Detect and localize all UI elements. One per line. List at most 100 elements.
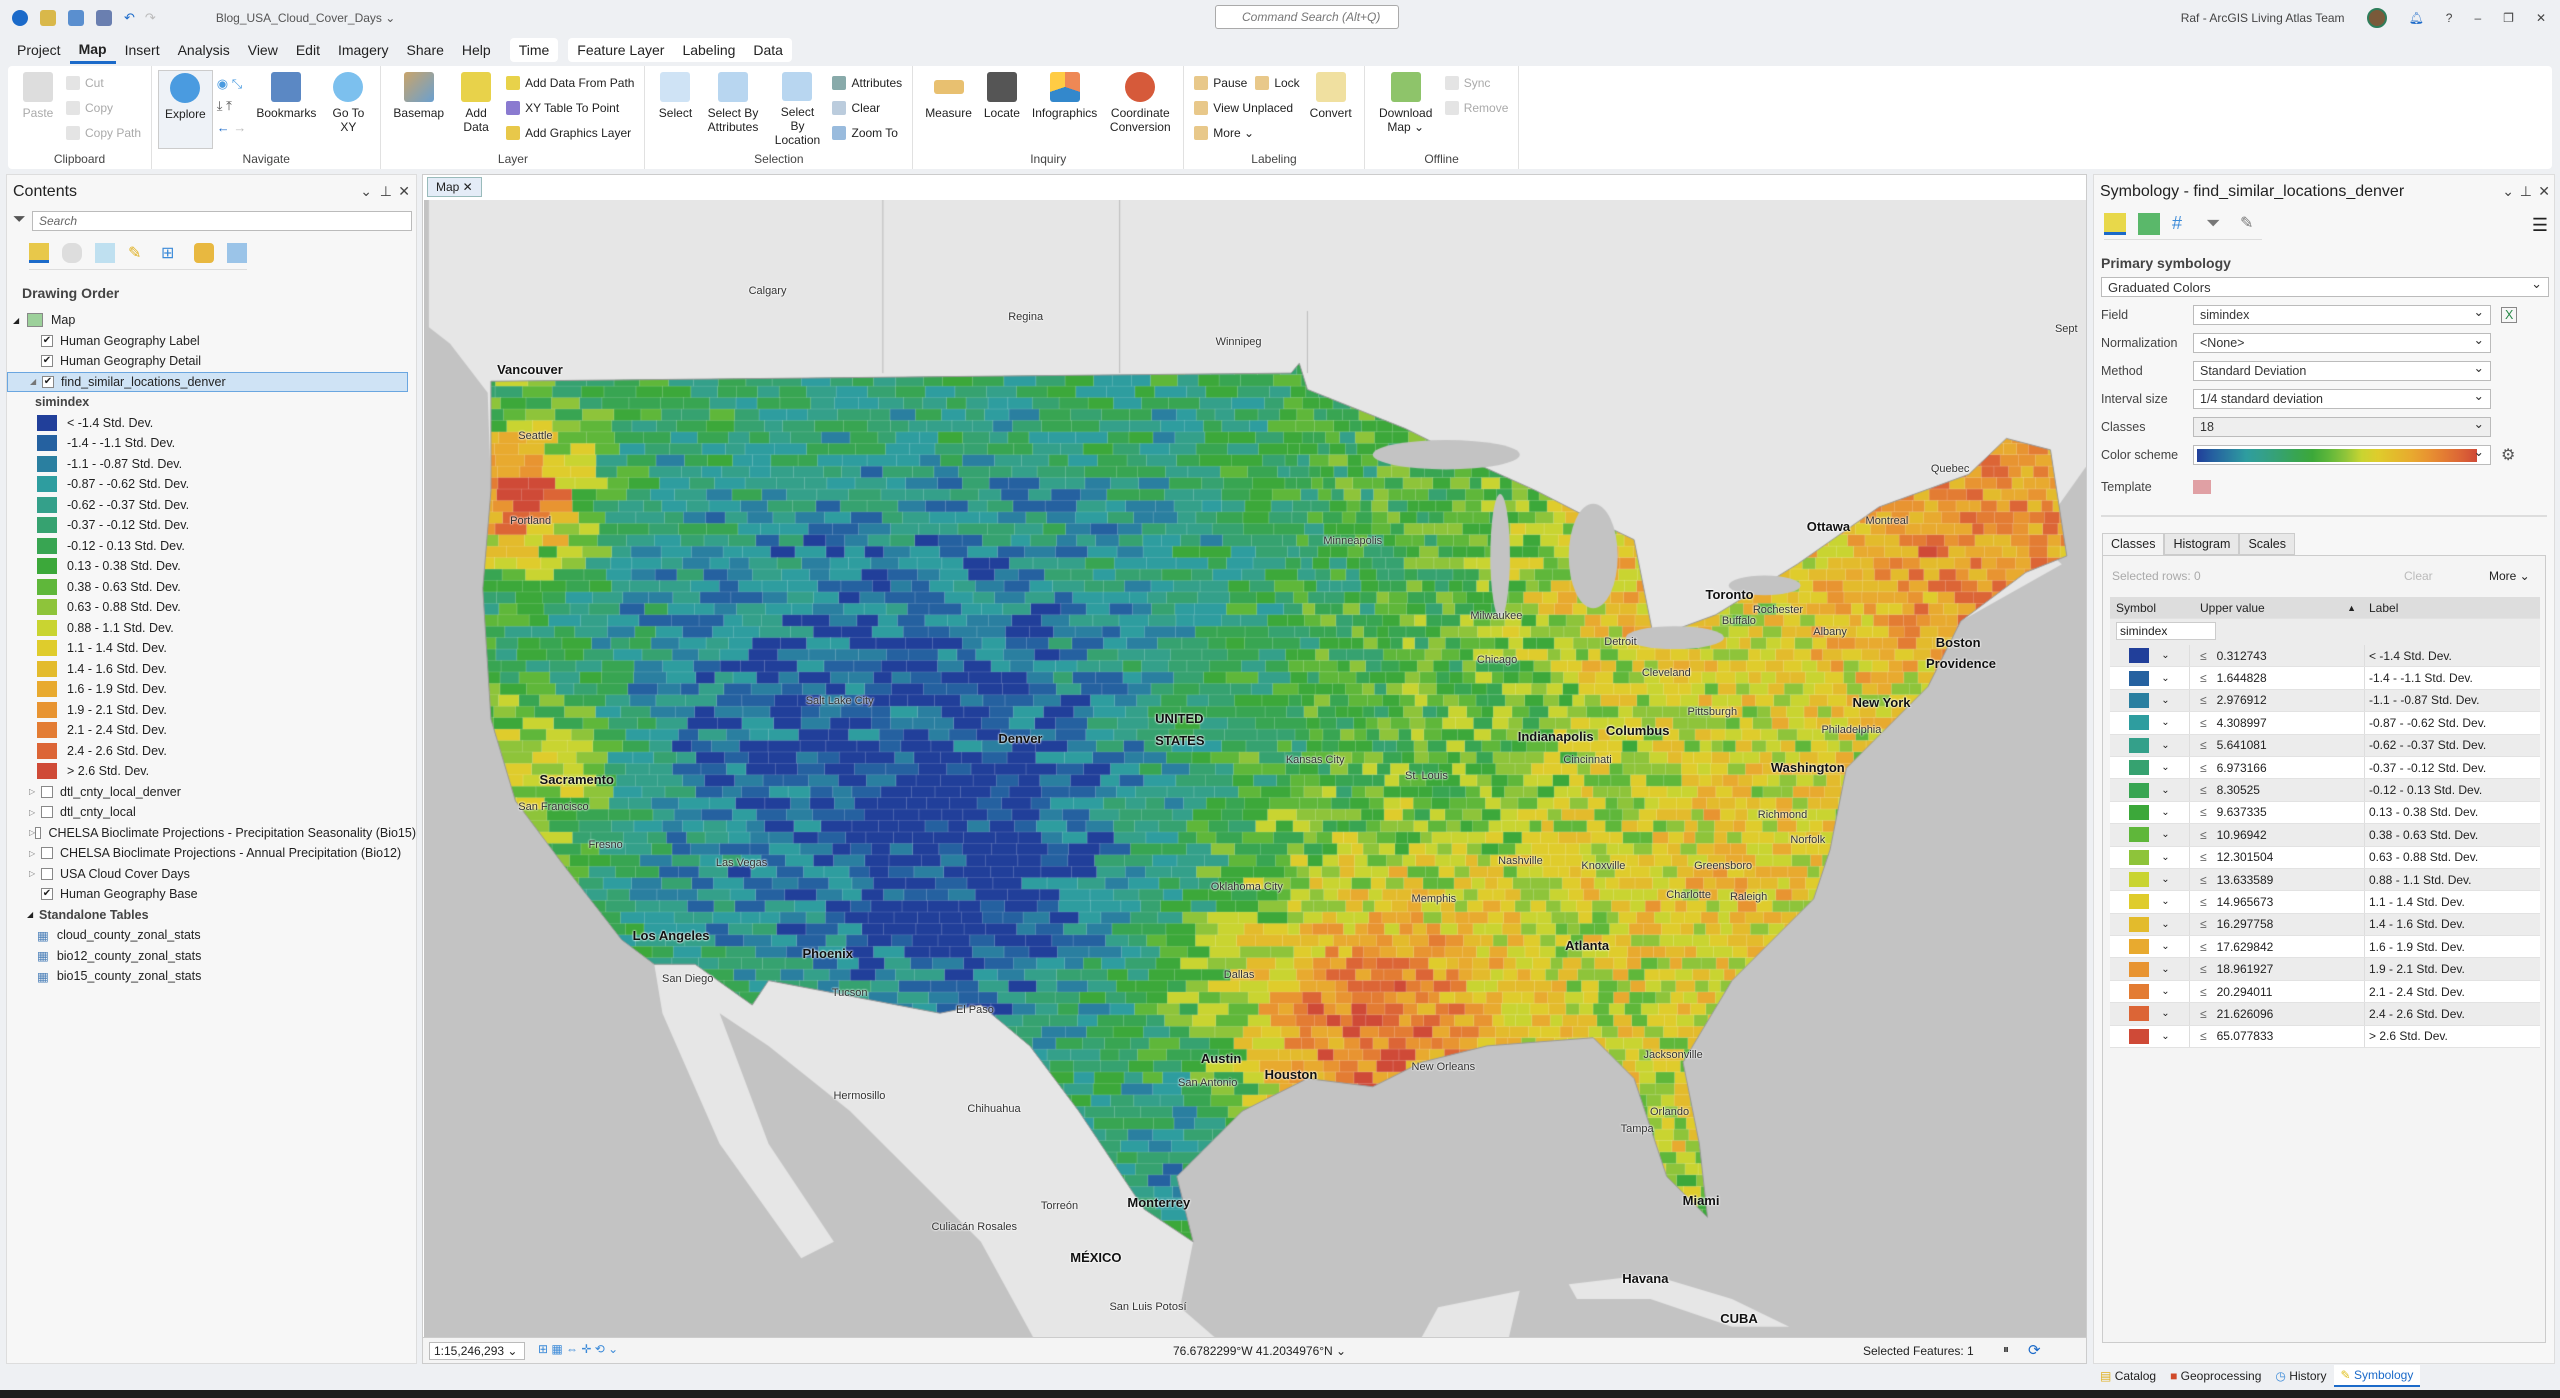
layer-item[interactable]: ✔ Human Geography Base — [7, 884, 416, 905]
project-name[interactable]: Blog_USA_Cloud_Cover_Days ⌄ — [215, 11, 396, 25]
map-view-tab[interactable]: Map ✕ — [427, 177, 482, 197]
table-row[interactable]: ⌄ ≤2.976912 -1.1 - -0.87 Std. Dev. — [2110, 689, 2540, 713]
selected-features-count[interactable]: Selected Features: 1 — [1863, 1344, 1974, 1358]
layer-item[interactable]: ◢ ✔ find_similar_locations_denver — [7, 371, 408, 392]
visibility-checkbox[interactable]: ✔ — [41, 355, 53, 368]
field-dropdown[interactable]: 18 — [2193, 416, 2491, 437]
tab-symbology[interactable]: ✎ Symbology — [2333, 1365, 2421, 1387]
class-label[interactable]: 1.9 - 2.1 Std. Dev. — [2369, 962, 2465, 977]
user-name[interactable]: Raf - ArcGIS Living Atlas Team — [2180, 11, 2345, 25]
list-by-labeling-icon[interactable] — [194, 243, 214, 263]
upper-value[interactable]: 9.637335 — [2216, 805, 2267, 820]
table-row[interactable]: ⌄ ≤14.965673 1.1 - 1.4 Std. Dev. — [2110, 891, 2540, 914]
more-menu-button[interactable]: More ⌄ — [2489, 569, 2530, 583]
table-row[interactable]: ⌄ ≤0.312743 < -1.4 Std. Dev. — [2110, 645, 2540, 668]
tab-catalog[interactable]: ▤ Catalog — [2100, 1369, 2157, 1383]
add-data-from-path-button[interactable]: Add Data From Path — [506, 70, 634, 95]
measure-button[interactable]: Measure — [919, 70, 978, 149]
upper-value[interactable]: 65.077833 — [2216, 1029, 2274, 1044]
full-extent-icon[interactable]: ◉ ⤡ — [216, 76, 243, 91]
map-canvas[interactable] — [424, 200, 2086, 1361]
class-label[interactable]: -0.37 - -0.12 Std. Dev. — [2369, 760, 2487, 775]
close-icon[interactable]: ✕ — [398, 183, 410, 199]
save-icon[interactable] — [96, 10, 112, 26]
previous-extent-icon[interactable]: ← → — [216, 120, 247, 135]
tab-labeling[interactable]: Labeling — [682, 42, 736, 58]
visibility-checkbox[interactable]: ✔ — [41, 334, 53, 347]
symbol-swatch[interactable] — [2129, 984, 2150, 1000]
chevron-down-icon[interactable]: ⌄ — [2161, 650, 2170, 662]
symbol-swatch[interactable] — [2129, 939, 2150, 955]
chevron-down-icon[interactable]: ⌄ — [2161, 739, 2170, 751]
symbol-swatch[interactable] — [2129, 692, 2150, 708]
chevron-down-icon[interactable]: ⌄ — [2161, 963, 2170, 975]
vary-symbology-icon[interactable] — [2138, 213, 2160, 235]
expand-icon[interactable]: ▷ — [29, 828, 36, 838]
table-row[interactable]: ⌄ ≤10.96942 0.38 - 0.63 Std. Dev. — [2110, 824, 2540, 847]
avatar[interactable] — [2366, 8, 2387, 28]
notification-bell-icon[interactable]: 🔔︎ — [2408, 11, 2424, 25]
tab-view[interactable]: View — [247, 42, 278, 58]
chevron-down-icon[interactable]: ⌄ — [2161, 1030, 2170, 1042]
class-label[interactable]: 0.88 - 1.1 Std. Dev. — [2369, 872, 2472, 887]
upper-value[interactable]: 10.96942 — [2216, 827, 2267, 842]
tab-imagery[interactable]: Imagery — [337, 42, 389, 58]
symbol-swatch[interactable] — [2129, 894, 2150, 910]
class-label[interactable]: -1.4 - -1.1 Std. Dev. — [2369, 671, 2473, 686]
layer-item[interactable]: ▷ USA Cloud Cover Days — [7, 864, 416, 885]
sync-button[interactable]: Sync — [1444, 70, 1509, 95]
color-scheme-dropdown[interactable] — [2193, 444, 2491, 465]
expand-icon[interactable]: ▷ — [29, 787, 36, 797]
upper-value[interactable]: 8.30525 — [2216, 783, 2260, 798]
collapse-icon[interactable]: ◢ — [13, 315, 20, 325]
expression-icon[interactable]: X — [2501, 307, 2518, 323]
symbol-swatch[interactable] — [2129, 827, 2150, 843]
list-by-editing-icon[interactable]: ✎ — [128, 245, 142, 262]
close-button[interactable]: ✕ — [2535, 11, 2546, 25]
symbol-swatch[interactable] — [2129, 715, 2150, 731]
upper-value[interactable]: 4.308997 — [2216, 715, 2267, 730]
lock-labels-button[interactable]: Lock — [1255, 70, 1300, 95]
class-label[interactable]: < -1.4 Std. Dev. — [2369, 648, 2452, 663]
table-row[interactable]: ⌄ ≤8.30525 -0.12 - 0.13 Std. Dev. — [2110, 779, 2540, 802]
select-by-location-button[interactable]: Select By Location — [766, 70, 828, 149]
table-row[interactable]: ⌄ ≤18.961927 1.9 - 2.1 Std. Dev. — [2110, 958, 2540, 981]
class-label[interactable]: -1.1 - -0.87 Std. Dev. — [2369, 693, 2480, 708]
locate-button[interactable]: Locate — [978, 70, 1026, 149]
chevron-down-icon[interactable]: ⌄ — [2161, 941, 2170, 953]
tab-scales[interactable]: Scales — [2239, 533, 2295, 555]
class-label[interactable]: 2.4 - 2.6 Std. Dev. — [2369, 1006, 2465, 1021]
chevron-down-icon[interactable]: ⌄ — [2161, 762, 2170, 774]
coordinate-conversion-button[interactable]: Coordinate Conversion — [1103, 70, 1177, 149]
template-symbol[interactable] — [2193, 480, 2211, 494]
upper-value[interactable]: 12.301504 — [2216, 850, 2274, 865]
table-row[interactable]: ⌄ ≤13.633589 0.88 - 1.1 Std. Dev. — [2110, 868, 2540, 892]
list-by-drawing-order-icon[interactable] — [29, 243, 49, 263]
field-dropdown[interactable]: 1/4 standard deviation — [2193, 388, 2491, 409]
layer-item[interactable]: ▷ dtl_cnty_local_denver — [7, 782, 416, 803]
renderer-dropdown[interactable]: Graduated Colors — [2101, 276, 2549, 297]
visibility-checkbox[interactable] — [35, 826, 42, 839]
clear-button[interactable]: Clear — [2404, 569, 2433, 583]
visibility-checkbox[interactable] — [41, 847, 53, 860]
field-dropdown[interactable]: Standard Deviation — [2193, 360, 2491, 381]
tab-history[interactable]: ◷ History — [2275, 1369, 2327, 1383]
new-project-icon[interactable] — [40, 10, 56, 26]
symbol-swatch[interactable] — [2129, 648, 2150, 664]
table-row[interactable]: ⌄ ≤16.297758 1.4 - 1.6 Std. Dev. — [2110, 913, 2540, 937]
convert-button[interactable]: Convert — [1304, 70, 1358, 149]
pane-menu-icon[interactable]: ⌄ — [2502, 183, 2514, 199]
copy-path-button[interactable]: Copy Path — [66, 120, 141, 145]
undo-icon[interactable]: ↶ — [124, 10, 135, 25]
refresh-icon[interactable]: ⟳ — [2028, 1342, 2041, 1359]
table-item[interactable]: ▦ cloud_county_zonal_stats — [7, 925, 416, 946]
table-row[interactable]: ⌄ ≤5.641081 -0.62 - -0.37 Std. Dev. — [2110, 734, 2540, 757]
tab-map[interactable]: Map — [69, 37, 116, 64]
chevron-down-icon[interactable]: ⌄ — [2161, 829, 2170, 841]
collapse-icon[interactable]: ◢ — [27, 910, 34, 920]
table-row[interactable]: ⌄ ≤1.644828 -1.4 - -1.1 Std. Dev. — [2110, 667, 2540, 690]
bookmarks-button[interactable]: Bookmarks — [250, 70, 322, 149]
map-view[interactable]: Map ✕ Calgary Regina Winnipeg Vancouver Seat… — [422, 174, 2087, 1364]
symbol-swatch[interactable] — [2129, 1006, 2150, 1022]
fixed-zoom-icon[interactable]: ⤓ ⤒ — [216, 98, 232, 113]
